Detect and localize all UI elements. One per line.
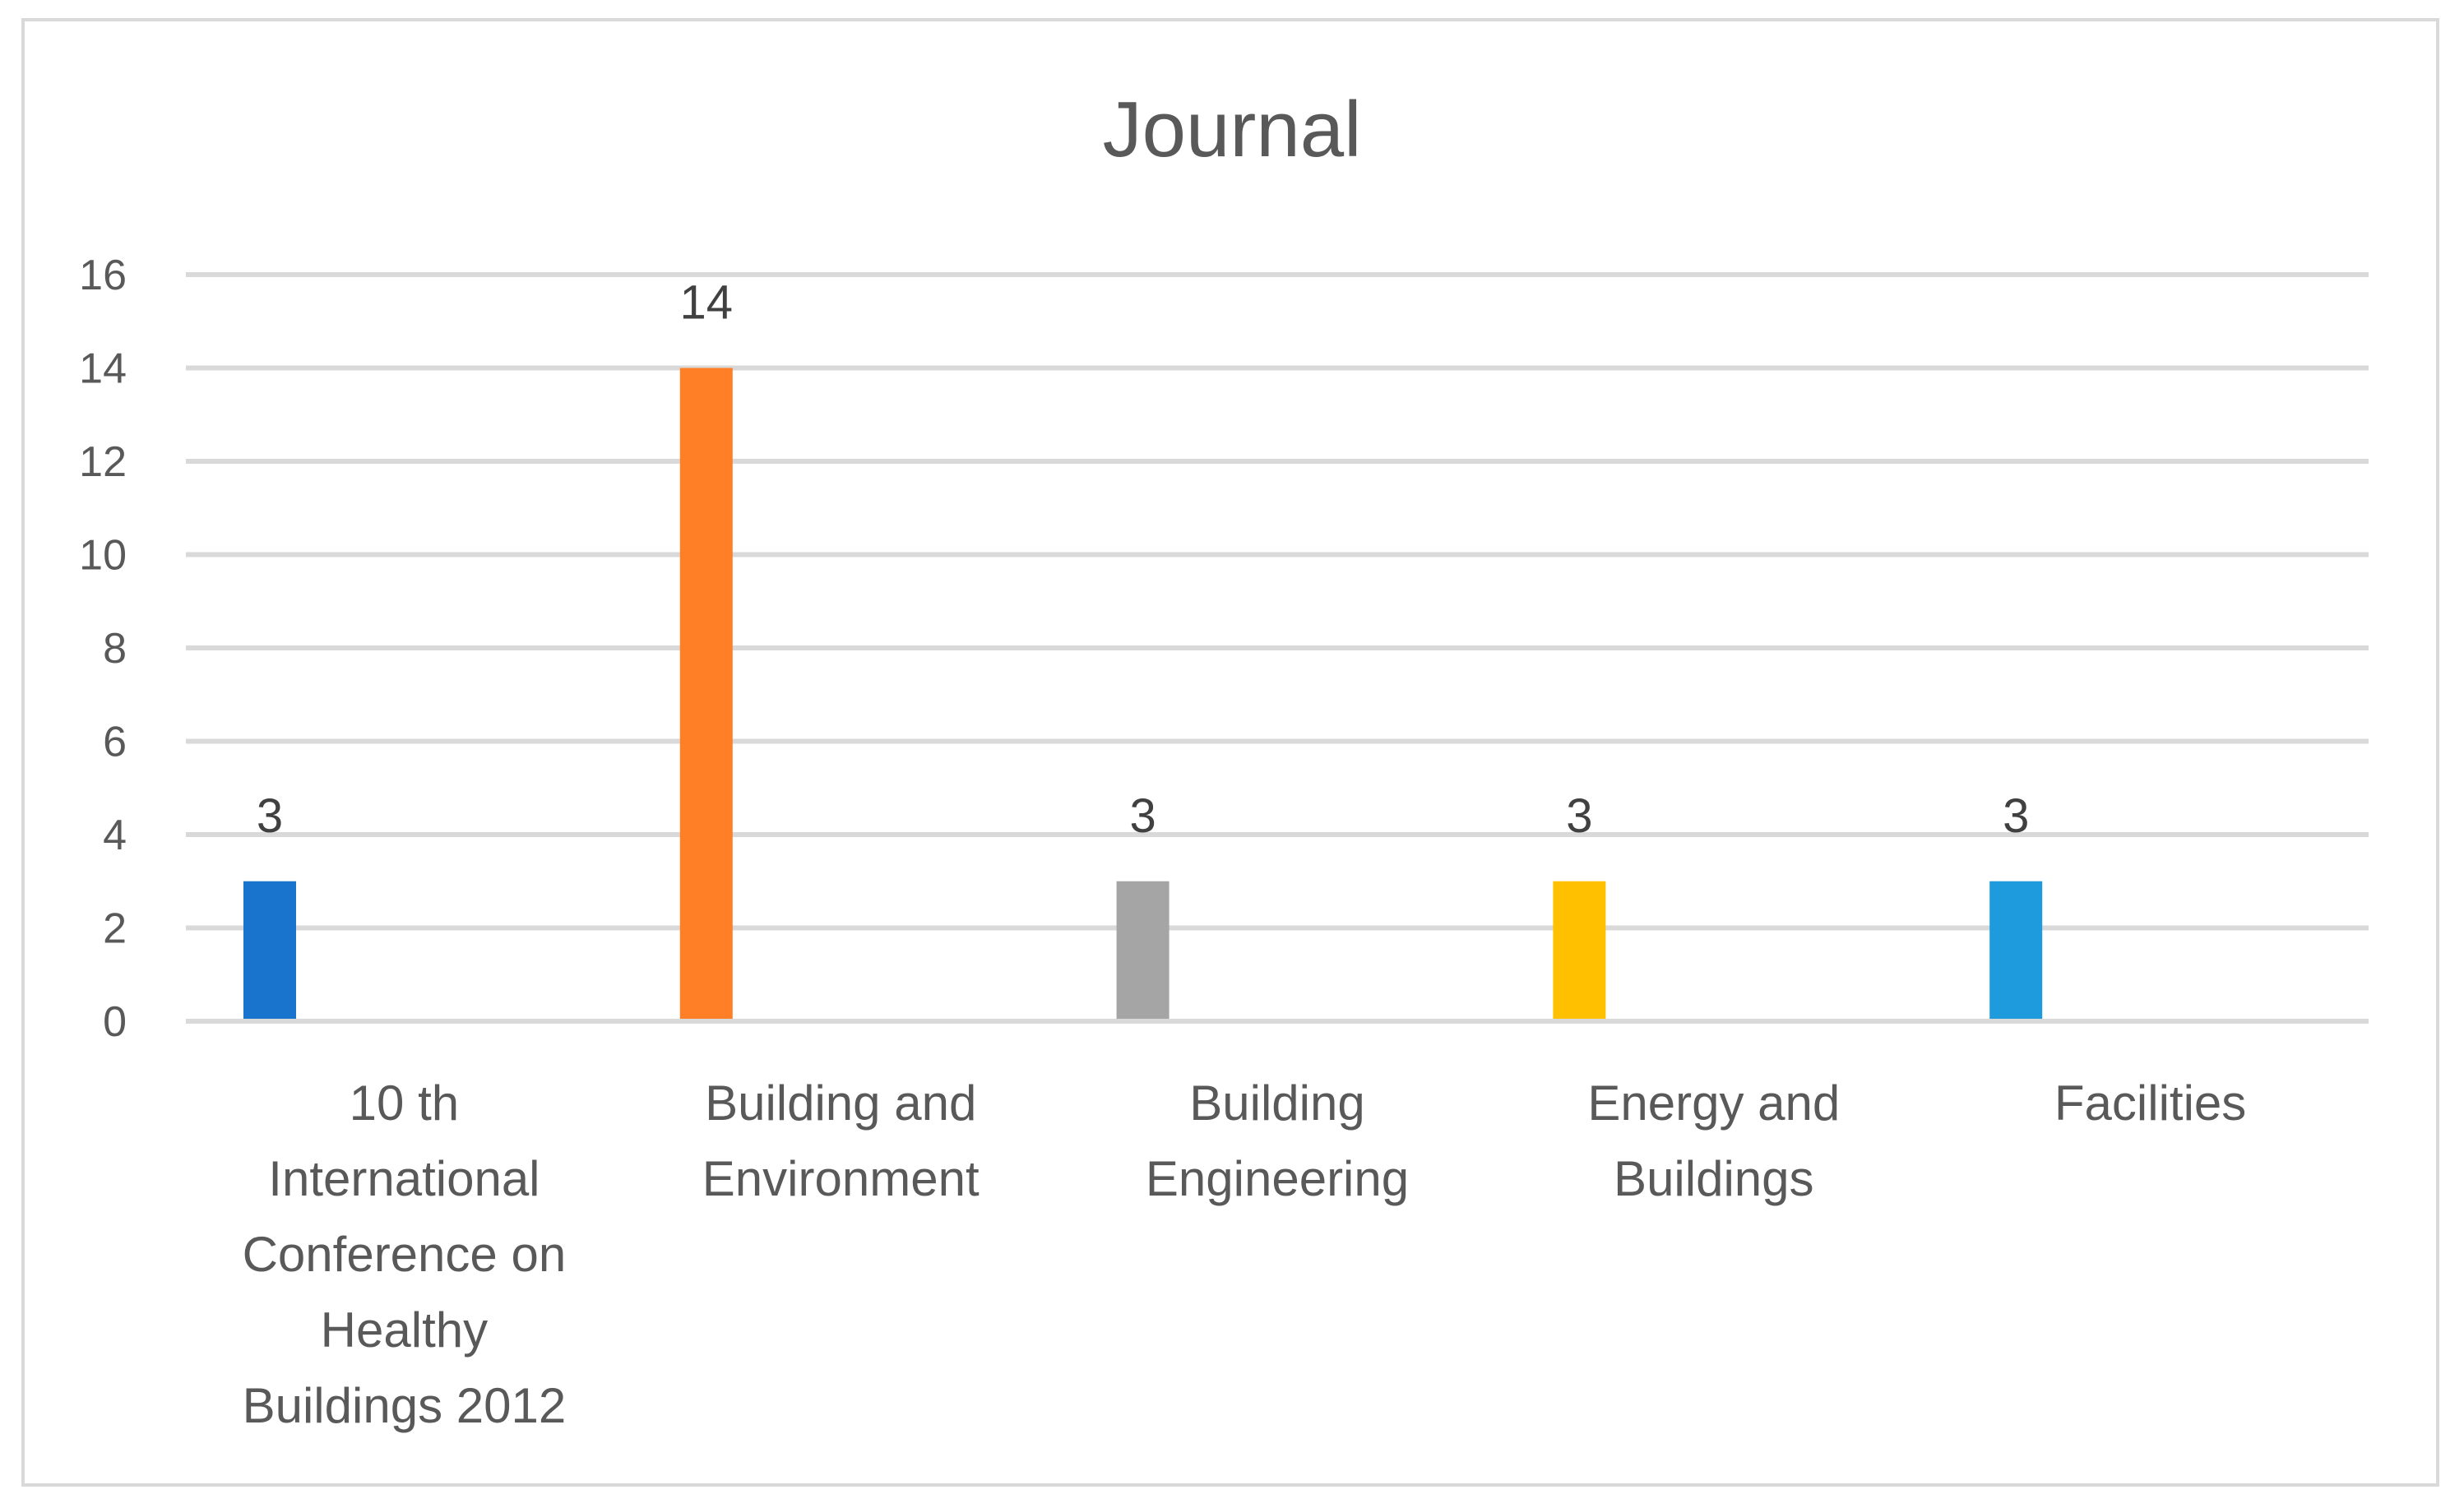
data-label-2: 14 [680, 276, 734, 330]
x-tick-label-4: Energy and Buildings [1587, 1075, 1840, 1206]
y-tick-label-6: 6 [103, 719, 127, 766]
y-tick-label-14: 14 [79, 345, 127, 393]
data-labels: 3 14 3 3 3 [257, 276, 2029, 843]
data-label-1: 3 [257, 789, 283, 843]
y-tick-label-10: 10 [79, 532, 127, 580]
bar-4 [1553, 881, 1606, 1021]
y-tick-label-16: 16 [79, 252, 127, 299]
y-tick-label-12: 12 [79, 438, 127, 486]
bar-1 [243, 881, 296, 1021]
y-tick-label-0: 0 [103, 998, 127, 1046]
x-tick-label-1: 10 th International Conference on Healthy Bu… [243, 1075, 567, 1433]
bar-2 [679, 368, 733, 1021]
data-label-5: 3 [2003, 789, 2029, 843]
chart-frame [21, 18, 2439, 1487]
bar-3 [1116, 881, 1169, 1021]
y-tick-label-4: 4 [103, 812, 127, 859]
x-tick-label-5: Facilities [2054, 1075, 2246, 1131]
x-tick-label-2: Building and Environment [702, 1075, 980, 1206]
data-label-3: 3 [1129, 789, 1156, 843]
x-tick-label-3: Building Engineering [1146, 1075, 1409, 1206]
bars [243, 368, 2043, 1021]
y-tick-label-2: 2 [103, 905, 127, 953]
chart-title: Journal [1103, 86, 1362, 173]
x-axis: 10 th International Conference on Healthy Bu… [186, 1019, 2369, 1433]
y-axis: 0 2 4 6 8 10 12 14 16 [79, 252, 127, 1046]
data-label-4: 3 [1566, 789, 1592, 843]
y-tick-label-8: 8 [103, 625, 127, 673]
bar-5 [1989, 881, 2043, 1021]
